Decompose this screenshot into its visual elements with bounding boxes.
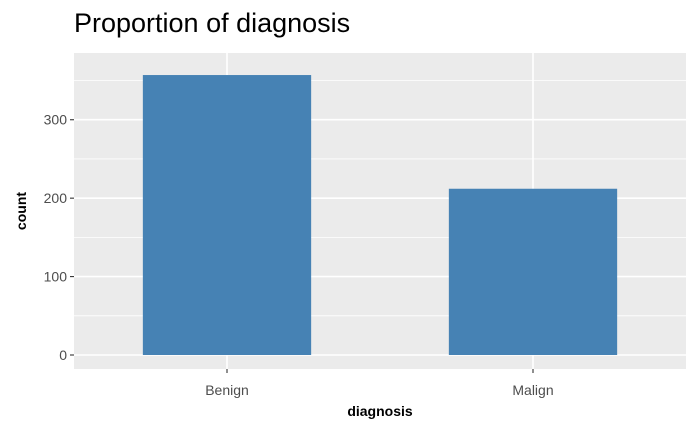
y-tick-label: 0 bbox=[59, 347, 67, 363]
x-axis-title: diagnosis bbox=[347, 403, 413, 419]
y-tick-label: 300 bbox=[44, 112, 68, 128]
y-axis-title: count bbox=[13, 192, 29, 230]
x-axis-ticks: Benign Malign bbox=[205, 369, 554, 398]
y-tick-label: 100 bbox=[44, 269, 68, 285]
y-axis-ticks: 0 100 200 300 bbox=[44, 112, 74, 363]
bar-benign bbox=[142, 75, 312, 356]
bars bbox=[142, 75, 618, 356]
bar-malign bbox=[448, 188, 618, 355]
y-tick-label: 200 bbox=[44, 190, 68, 206]
x-tick-label: Malign bbox=[512, 382, 553, 398]
chart-title: Proportion of diagnosis bbox=[74, 8, 351, 38]
x-tick-label: Benign bbox=[205, 382, 249, 398]
